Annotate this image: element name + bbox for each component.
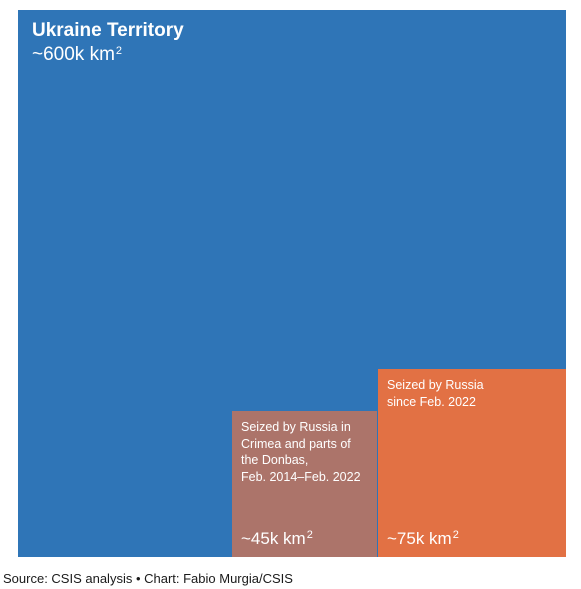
ukraine-territory-value: ~600k km2 (32, 44, 122, 66)
since-2022-label-line: Seized by Russia (387, 378, 484, 392)
crimea-donbas-value: ~45k km2 (241, 529, 313, 549)
since-2022-value: ~75k km2 (387, 529, 459, 549)
ukraine-territory-value-exponent: 2 (115, 45, 123, 57)
crimea-donbas-label-line: the Donbas, (241, 453, 309, 467)
crimea-donbas-label-line: Crimea and parts of (241, 436, 351, 451)
since-2022-value-exponent: 2 (452, 529, 459, 541)
ukraine-territory-value-text: ~600k km (32, 44, 115, 65)
crimea-donbas-block: Seized by Russia in Crimea and parts of … (232, 411, 377, 557)
since-2022-value-text: ~75k km (387, 529, 452, 548)
ukraine-territory-title: Ukraine Territory (32, 20, 184, 41)
since-2022-block: Seized by Russia since Feb. 2022 ~75k km… (378, 369, 566, 557)
crimea-donbas-label-line: Seized by Russia in (241, 420, 351, 434)
crimea-donbas-label-line: Feb. 2014–Feb. 2022 (241, 469, 361, 484)
since-2022-label: Seized by Russia since Feb. 2022 (387, 377, 560, 410)
since-2022-label-line: since Feb. 2022 (387, 394, 476, 409)
crimea-donbas-label: Seized by Russia in Crimea and parts of … (241, 419, 371, 485)
territory-chart: Ukraine Territory ~600k km2 Seized by Ru… (18, 10, 566, 557)
crimea-donbas-value-exponent: 2 (306, 529, 313, 541)
crimea-donbas-value-text: ~45k km (241, 529, 306, 548)
source-credit: Source: CSIS analysis • Chart: Fabio Mur… (3, 571, 293, 586)
